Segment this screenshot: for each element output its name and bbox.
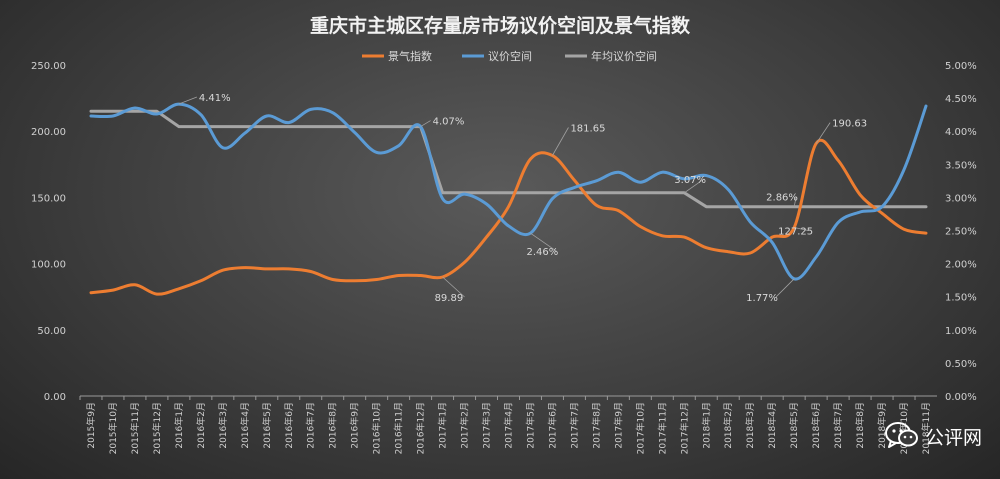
y-right-tick-label: 2.50%: [945, 227, 977, 238]
watermark: 公评网: [884, 421, 982, 451]
x-tick-label: 2018年5月: [788, 402, 800, 449]
data-label: 4.41%: [199, 93, 231, 104]
data-label: 89.89: [435, 293, 464, 304]
leader-line: [442, 276, 465, 298]
legend: 景气指数 议价空间 年均议价空间: [362, 49, 657, 63]
x-tick-label: 2018年3月: [744, 402, 756, 449]
leader-line: [793, 196, 797, 207]
y-right-tick-label: 5.00%: [945, 61, 977, 72]
x-tick-label: 2017年8月: [590, 402, 602, 449]
y-right-tick-label: 0.00%: [945, 392, 977, 403]
x-tick-label: 2016年10月: [371, 402, 383, 454]
x-tick-label: 2016年7月: [305, 402, 317, 449]
leader-line: [552, 127, 569, 156]
data-labels: 4.41% 4.07% 89.89 181.65 2.46% 3.07% 2.86% 127.…: [178, 93, 867, 304]
y-right-tick-label: 1.00%: [945, 326, 977, 337]
x-tick-label: 2017年7月: [568, 402, 580, 449]
series-layer: [89, 102, 928, 296]
chart-title: 重庆市主城区存量房市场议价空间及景气指数: [310, 14, 691, 37]
data-label: 190.63: [832, 119, 867, 130]
x-tick-label: 2018年1月: [700, 402, 712, 449]
x-tick-label: 2015年9月: [85, 402, 97, 449]
x-tick-label: 2017年10月: [634, 402, 646, 454]
y-right-tick-label: 1.50%: [945, 293, 977, 304]
x-tick-label: 2017年4月: [503, 402, 515, 449]
x-tick-label: 2016年9月: [349, 402, 361, 449]
x-tick-label: 2018年2月: [722, 402, 734, 449]
legend-label: 年均议价空间: [591, 49, 657, 63]
x-tick-label: 2017年3月: [481, 402, 493, 449]
x-tick-label: 2018年6月: [810, 402, 822, 449]
leader-line: [530, 232, 557, 252]
leader-line: [794, 227, 809, 231]
data-label: 4.07%: [433, 117, 465, 128]
x-tick-label: 2015年11月: [129, 402, 141, 454]
x-tick-label: 2017年6月: [546, 402, 558, 449]
x-tick-label: 2016年8月: [327, 402, 339, 449]
data-label: 181.65: [570, 123, 605, 134]
x-tick-label: 2018年4月: [766, 402, 778, 449]
series-line-1: [89, 138, 928, 296]
y-left-tick-label: 250.00: [31, 61, 66, 72]
x-tick-label: 2018年7月: [832, 402, 844, 449]
x-tick-label: 2018年9月: [876, 402, 888, 449]
data-label: 127.25: [778, 227, 813, 238]
leader-line: [420, 120, 431, 127]
x-tick-label: 2016年2月: [195, 402, 207, 449]
y-left-tick-label: 150.00: [31, 193, 66, 204]
x-tick-label: 2016年12月: [415, 402, 427, 454]
series-line-3: [89, 109, 928, 209]
x-tick-label: 2016年4月: [239, 402, 251, 449]
legend-label: 议价空间: [488, 49, 532, 63]
y-right-tick-label: 3.50%: [945, 160, 977, 171]
y-right-tick-label: 4.00%: [945, 127, 977, 138]
x-tick-label: 2016年3月: [217, 402, 229, 449]
leader-line: [178, 96, 198, 105]
x-tick-label: 2018年11月: [920, 402, 932, 454]
y-left-tick-label: 200.00: [31, 127, 66, 138]
watermark-text: 公评网: [924, 426, 982, 449]
data-label: 2.46%: [526, 247, 558, 258]
x-tick-label: 2015年12月: [151, 402, 163, 454]
data-label: 3.07%: [674, 175, 706, 186]
data-label: 2.86%: [766, 193, 798, 204]
y-left-tick-label: 100.00: [31, 260, 66, 271]
y-right-tick-label: 2.00%: [945, 260, 977, 271]
y-right-tick-label: 0.50%: [945, 359, 977, 370]
x-tick-label: 2016年1月: [173, 402, 185, 449]
x-tick-label: 2016年6月: [283, 402, 295, 449]
data-label: 1.77%: [746, 293, 778, 304]
wechat-icon: [884, 422, 918, 448]
leader-line: [684, 178, 705, 194]
x-tick-label: 2017年5月: [524, 402, 536, 449]
x-tick-label: 2017年2月: [459, 402, 471, 449]
x-tick-label: 2017年9月: [612, 402, 624, 449]
y-left-tick-label: 50.00: [37, 326, 66, 337]
axes: 0.00 50.00 100.00 150.00 200.00 250.00 0.00% 0.…: [31, 61, 977, 454]
x-tick-label: 2017年11月: [656, 402, 668, 454]
x-tick-label: 2016年11月: [393, 402, 405, 454]
y-right-tick-label: 4.50%: [945, 94, 977, 105]
leader-line: [815, 122, 831, 144]
leader-line: [775, 278, 795, 298]
x-tick-label: 2016年5月: [261, 402, 273, 449]
legend-label: 景气指数: [388, 49, 432, 63]
x-tick-label: 2017年1月: [437, 402, 449, 449]
x-tick-label: 2015年10月: [107, 402, 119, 454]
series-line-2: [89, 102, 928, 281]
y-left-tick-label: 0.00: [44, 392, 66, 403]
x-tick-label: 2018年8月: [854, 402, 866, 449]
x-tick-label: 2017年12月: [678, 402, 690, 454]
y-right-tick-label: 3.00%: [945, 193, 977, 204]
